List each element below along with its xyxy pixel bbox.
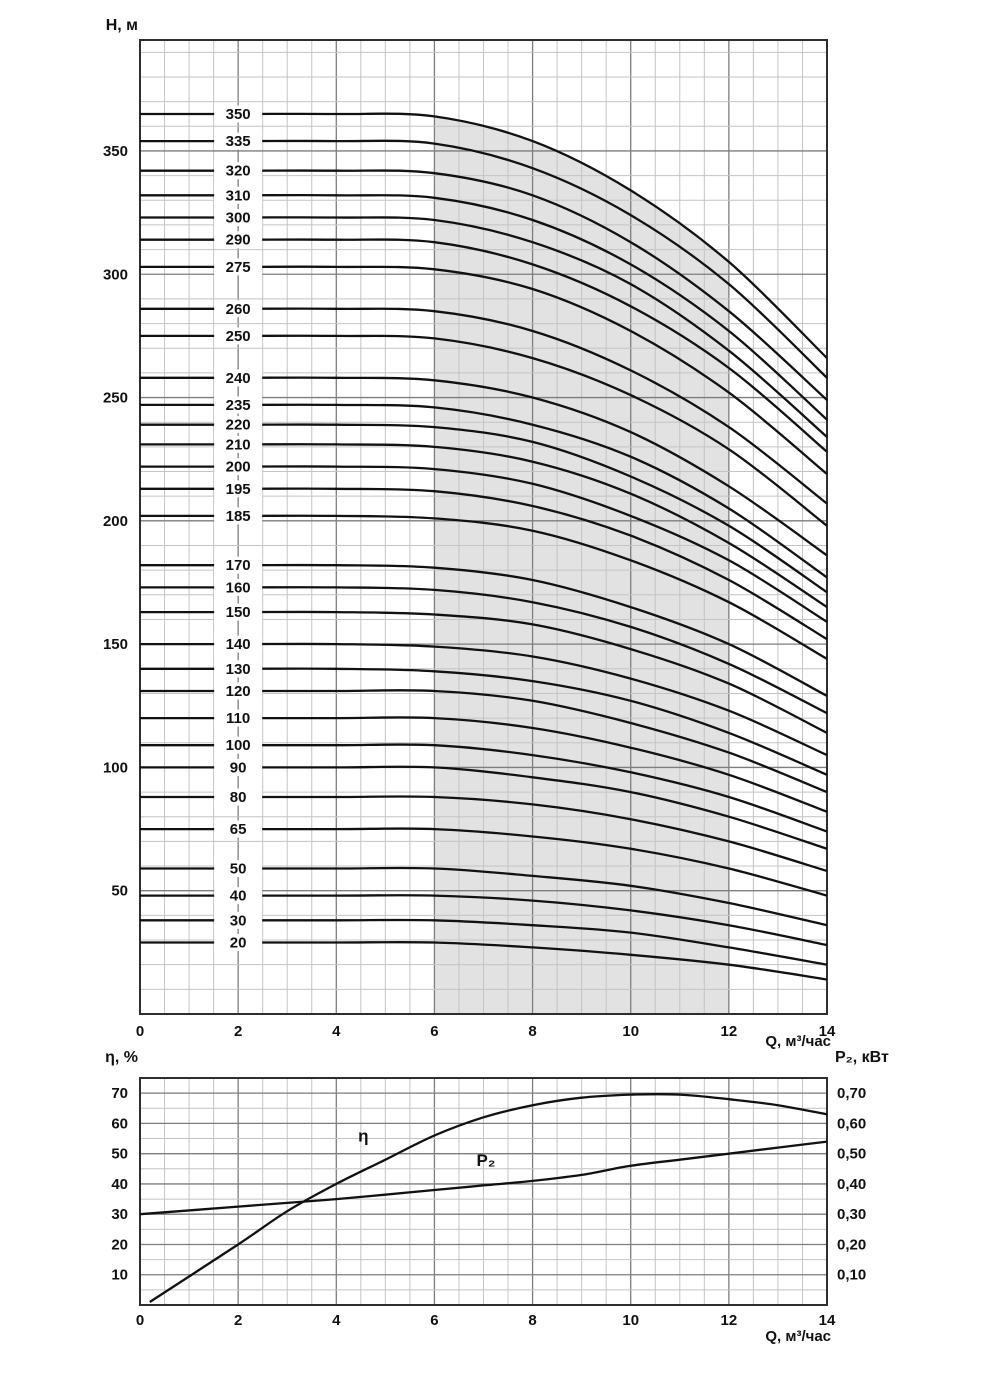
curve-label-250: 250 xyxy=(226,328,251,345)
curve-label-100: 100 xyxy=(226,737,251,754)
x-axis-title: Q, м³/час xyxy=(765,1328,831,1345)
right-tick: 0,60 xyxy=(837,1115,866,1132)
plot-frame xyxy=(139,39,828,1015)
series-label-P₂: P₂ xyxy=(477,1151,496,1170)
curve-label-90: 90 xyxy=(230,759,247,776)
x-tick: 8 xyxy=(528,1312,536,1329)
x-tick: 12 xyxy=(721,1023,738,1040)
right-tick: 0,10 xyxy=(837,1267,866,1284)
x-tick: 0 xyxy=(136,1023,144,1040)
curve-label-320: 320 xyxy=(226,163,251,180)
curve-label-350: 350 xyxy=(226,106,251,123)
curve-label-150: 150 xyxy=(226,604,251,621)
left-tick: 50 xyxy=(111,1146,128,1163)
curve-label-140: 140 xyxy=(226,636,251,653)
x-tick: 10 xyxy=(622,1312,639,1329)
left-axis-title: η, % xyxy=(105,1049,138,1066)
curve-η xyxy=(149,1093,828,1303)
curve-label-130: 130 xyxy=(226,661,251,678)
left-tick: 40 xyxy=(111,1176,128,1193)
curve-label-50: 50 xyxy=(230,861,247,878)
left-tick: 20 xyxy=(111,1236,128,1253)
curve-label-160: 160 xyxy=(226,579,251,596)
right-tick: 0,50 xyxy=(837,1146,866,1163)
y-tick: 350 xyxy=(103,143,128,160)
y-tick: 200 xyxy=(103,513,128,530)
curve-label-80: 80 xyxy=(230,789,247,806)
y-tick: 50 xyxy=(111,883,128,900)
curve-label-220: 220 xyxy=(226,417,251,434)
head-chart: 3503353203103002902752602502402352202102… xyxy=(103,17,836,1050)
right-tick: 0,70 xyxy=(837,1085,866,1102)
left-tick: 70 xyxy=(111,1085,128,1102)
x-tick: 10 xyxy=(622,1023,639,1040)
right-tick: 0,20 xyxy=(837,1236,866,1253)
curve-label-20: 20 xyxy=(230,934,247,951)
y-tick: 150 xyxy=(103,636,128,653)
x-tick: 4 xyxy=(332,1312,341,1329)
curve-label-240: 240 xyxy=(226,370,251,387)
curve-label-65: 65 xyxy=(230,821,247,838)
y-tick: 300 xyxy=(103,266,128,283)
curve-labels: 350 335 320 310 300 290 275 260 250 240 235 220 210 2… xyxy=(214,105,263,951)
x-tick: 8 xyxy=(528,1023,536,1040)
eff-axes: η, % P₂, кВт102030405060700,100,200,300,4… xyxy=(105,1049,889,1345)
x-tick: 14 xyxy=(819,1023,836,1040)
curve-label-235: 235 xyxy=(226,397,251,414)
curve-label-275: 275 xyxy=(226,259,251,276)
curve-label-40: 40 xyxy=(230,888,247,905)
left-tick: 60 xyxy=(111,1115,128,1132)
curve-label-290: 290 xyxy=(226,232,251,249)
curve-label-200: 200 xyxy=(226,459,251,476)
x-tick: 6 xyxy=(430,1312,438,1329)
curve-label-195: 195 xyxy=(226,481,251,498)
head-axes: Н, м 50 100 150 200 250 300 350 0 2 4 6 8 10 12 14Q, м³… xyxy=(103,17,836,1050)
y-tick: 100 xyxy=(103,759,128,776)
plot-frame xyxy=(139,1077,828,1306)
curve-label-120: 120 xyxy=(226,683,251,700)
curve-label-185: 185 xyxy=(226,508,251,525)
curve-P₂ xyxy=(139,1140,828,1216)
curve-label-170: 170 xyxy=(226,557,251,574)
x-tick: 12 xyxy=(721,1312,738,1329)
x-axis-title: Q, м³/час xyxy=(765,1033,831,1050)
right-tick: 0,40 xyxy=(837,1176,866,1193)
left-tick: 10 xyxy=(111,1267,128,1284)
curve-label-300: 300 xyxy=(226,210,251,227)
right-axis-title: P₂, кВт xyxy=(835,1049,889,1066)
x-tick: 2 xyxy=(234,1312,242,1329)
series-label-η: η xyxy=(358,1127,368,1146)
eff-curves: η P₂ xyxy=(139,1093,828,1303)
curve-label-335: 335 xyxy=(226,133,251,150)
y-axis-title: Н, м xyxy=(106,17,138,34)
curve-label-310: 310 xyxy=(226,187,251,204)
curve-label-110: 110 xyxy=(226,710,250,727)
x-tick: 6 xyxy=(430,1023,438,1040)
curve-label-30: 30 xyxy=(230,912,247,929)
x-tick: 2 xyxy=(234,1023,242,1040)
x-tick: 0 xyxy=(136,1312,144,1329)
x-tick: 4 xyxy=(332,1023,341,1040)
x-tick: 14 xyxy=(819,1312,836,1329)
curve-label-260: 260 xyxy=(226,301,251,318)
grid xyxy=(139,1078,828,1305)
curve-label-210: 210 xyxy=(226,436,251,453)
left-tick: 30 xyxy=(111,1206,128,1223)
right-tick: 0,30 xyxy=(837,1206,866,1223)
y-tick: 250 xyxy=(103,390,128,407)
